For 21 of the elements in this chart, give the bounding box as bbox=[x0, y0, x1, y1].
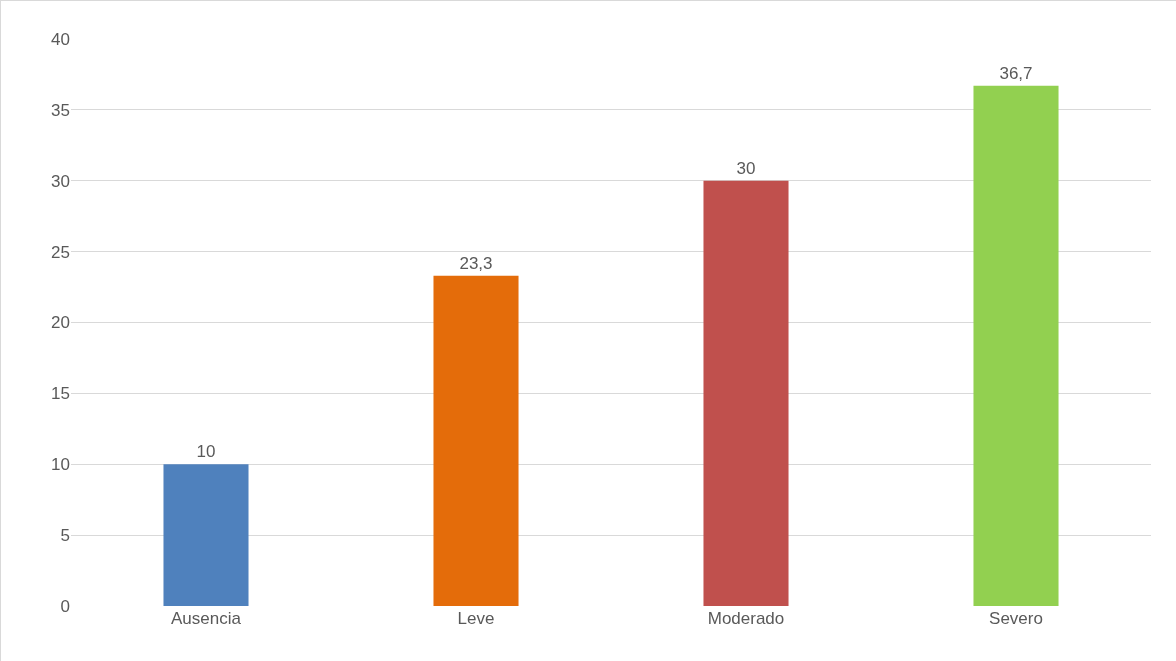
y-tick-label: 35 bbox=[51, 100, 70, 120]
x-tick-label: Severo bbox=[989, 609, 1043, 628]
x-tick-label: Leve bbox=[457, 609, 495, 628]
x-tick-label: Moderado bbox=[707, 609, 785, 628]
y-tick-label: 25 bbox=[51, 242, 70, 262]
y-tick-label: 10 bbox=[51, 455, 70, 475]
bar bbox=[163, 464, 249, 606]
bar bbox=[433, 275, 519, 606]
y-tick-label: 30 bbox=[51, 171, 70, 191]
data-label: 10 bbox=[196, 442, 216, 462]
data-label: 23,3 bbox=[459, 253, 493, 273]
data-label: 36,7 bbox=[999, 63, 1033, 83]
bar bbox=[703, 180, 789, 606]
data-label: 30 bbox=[736, 158, 756, 178]
y-tick-label: 0 bbox=[60, 596, 70, 616]
x-tick-label: Ausencia bbox=[171, 609, 242, 628]
bar bbox=[973, 85, 1059, 606]
y-tick-label: 40 bbox=[51, 29, 70, 49]
y-tick-label: 20 bbox=[51, 313, 70, 333]
y-tick-label: 15 bbox=[51, 384, 70, 404]
y-tick-label: 5 bbox=[60, 526, 70, 546]
